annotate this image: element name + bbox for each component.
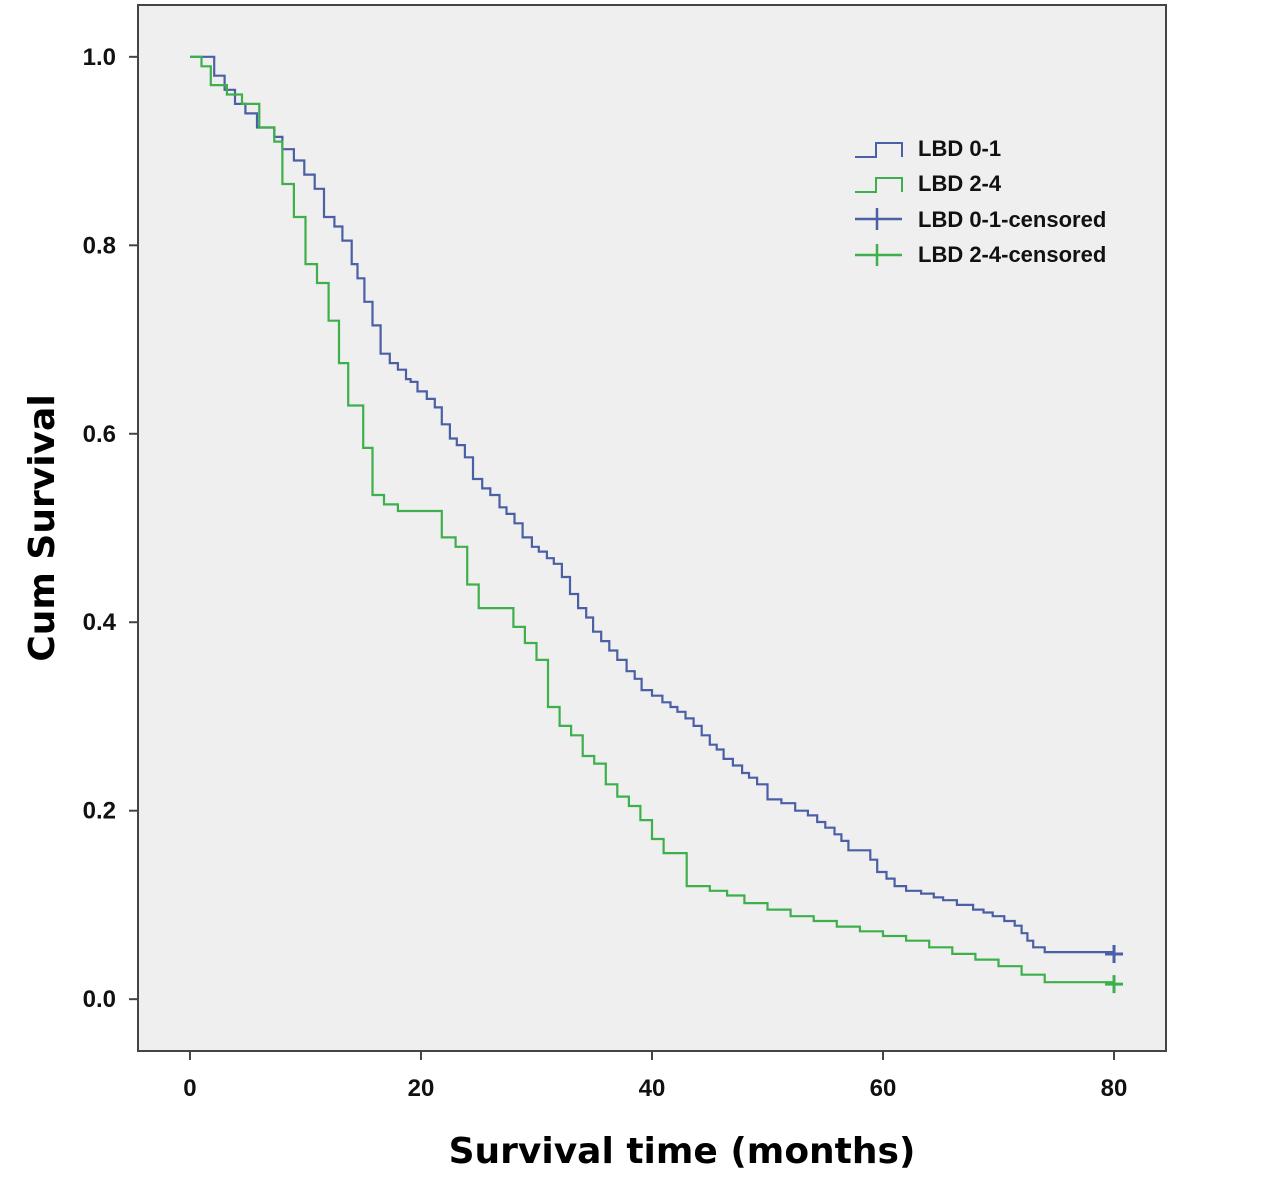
y-tick-label: 1.0 — [83, 44, 116, 71]
legend-item-lbd-0-1-censored: LBD 0-1-censored — [855, 207, 1106, 232]
censor-mark-lbd-2-4 — [1105, 975, 1124, 994]
y-axis-title: Cum Survival — [22, 394, 63, 661]
y-tick-label: 0.4 — [83, 609, 117, 636]
x-tick-label: 0 — [183, 1075, 196, 1102]
legend: LBD 0-1 LBD 2-4 LBD 0-1-censored LBD 2-4… — [855, 136, 1106, 267]
legend-label-lbd-0-1: LBD 0-1 — [918, 136, 1001, 161]
legend-symbol-lbd-0-1 — [855, 142, 903, 158]
censor-mark-lbd-0-1 — [1105, 944, 1124, 963]
x-axis-title: Survival time (months) — [449, 1131, 916, 1172]
legend-item-lbd-2-4: LBD 2-4 — [855, 171, 1002, 196]
legend-symbol-lbd-2-4 — [855, 177, 903, 193]
x-tick-label: 80 — [1101, 1075, 1128, 1102]
x-tick-label: 60 — [870, 1075, 897, 1102]
legend-item-lbd-2-4-censored: LBD 2-4-censored — [855, 242, 1106, 267]
x-tick-label: 40 — [639, 1075, 666, 1102]
series-line-lbd-0-1 — [190, 55, 1116, 954]
legend-label-lbd-0-1-censored: LBD 0-1-censored — [918, 207, 1106, 232]
series-layer — [190, 55, 1116, 985]
legend-item-lbd-0-1: LBD 0-1 — [855, 136, 1001, 161]
legend-symbol-lbd-0-1-censored — [855, 208, 902, 230]
legend-label-lbd-2-4-censored: LBD 2-4-censored — [918, 242, 1106, 267]
x-tick-label: 20 — [408, 1075, 435, 1102]
y-axis: 0.0 0.2 0.4 0.6 0.8 1.0 — [83, 44, 138, 1013]
y-tick-label: 0.2 — [83, 798, 116, 825]
y-tick-label: 0.8 — [83, 232, 116, 259]
series-line-lbd-2-4 — [190, 55, 1116, 985]
plot-area — [137, 4, 1167, 1052]
y-tick-label: 0.0 — [83, 986, 116, 1013]
x-axis: 0 20 40 60 80 — [183, 1051, 1127, 1102]
legend-label-lbd-2-4: LBD 2-4 — [918, 171, 1002, 196]
censor-markers — [1105, 944, 1124, 994]
y-tick-label: 0.6 — [83, 421, 116, 448]
legend-symbol-lbd-2-4-censored — [855, 244, 902, 266]
